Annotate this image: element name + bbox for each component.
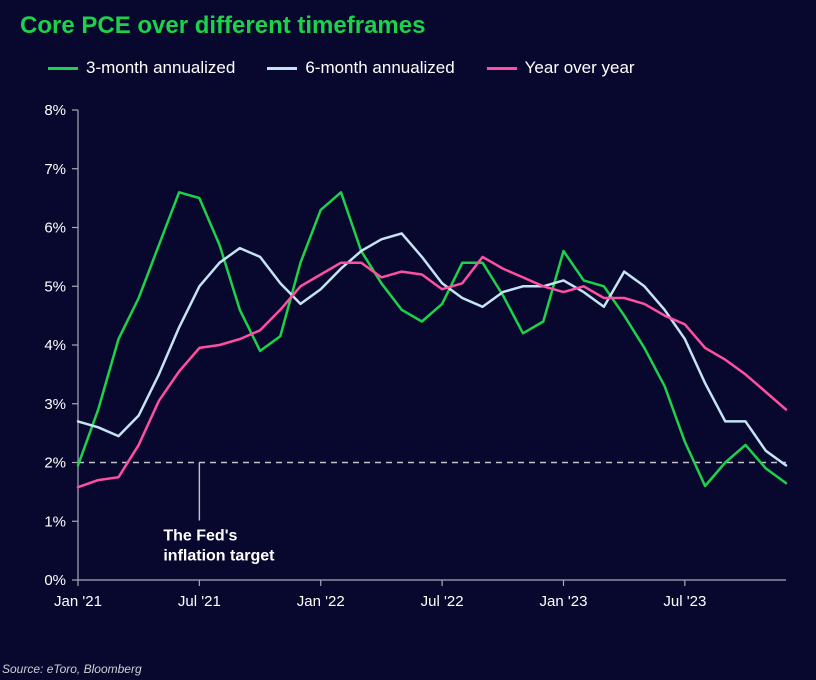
legend-swatch	[48, 67, 78, 70]
series-line	[78, 257, 786, 487]
svg-text:3%: 3%	[44, 396, 66, 413]
annotation-text: The Fed's	[163, 528, 237, 545]
legend-label: 6-month annualized	[305, 58, 454, 78]
svg-text:5%: 5%	[44, 278, 66, 295]
series-line	[78, 192, 786, 486]
legend-swatch	[267, 67, 297, 70]
chart-title: Core PCE over different timeframes	[0, 10, 816, 40]
legend-swatch	[487, 67, 517, 70]
svg-text:8%: 8%	[44, 102, 66, 119]
svg-text:4%: 4%	[44, 337, 66, 354]
legend-label: 3-month annualized	[86, 58, 235, 78]
svg-text:Jul '23: Jul '23	[663, 593, 706, 610]
legend-item: Year over year	[487, 58, 635, 78]
svg-text:Jul '22: Jul '22	[421, 593, 464, 610]
svg-text:0%: 0%	[44, 572, 66, 589]
svg-text:7%: 7%	[44, 161, 66, 178]
svg-text:Jul '21: Jul '21	[178, 593, 221, 610]
annotation-text: inflation target	[163, 548, 275, 565]
legend-item: 3-month annualized	[48, 58, 235, 78]
chart-svg: 0% 1% 2% 3% 4% 5% 6% 7% 8% Jan '21 Jul '21 Jan '22 J…	[20, 90, 796, 630]
legend: 3-month annualized 6-month annualized Year…	[0, 58, 816, 78]
svg-text:6%: 6%	[44, 220, 66, 237]
legend-label: Year over year	[525, 58, 635, 78]
chart-container: Core PCE over different timeframes 3-mon…	[0, 0, 816, 680]
legend-item: 6-month annualized	[267, 58, 454, 78]
svg-text:Jan '22: Jan '22	[297, 593, 345, 610]
plot-area: 0% 1% 2% 3% 4% 5% 6% 7% 8% Jan '21 Jul '21 Jan '22 J…	[20, 90, 796, 630]
svg-text:Jan '21: Jan '21	[54, 593, 102, 610]
svg-text:Jan '23: Jan '23	[540, 593, 588, 610]
svg-text:2%: 2%	[44, 455, 66, 472]
source-credit: Source: eToro, Bloomberg	[2, 662, 142, 676]
svg-text:1%: 1%	[44, 513, 66, 530]
